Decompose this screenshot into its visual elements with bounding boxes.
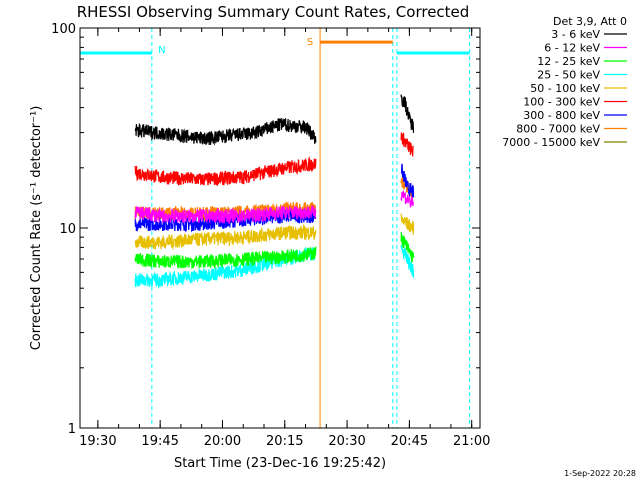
legend-label: 25 - 50 keV bbox=[537, 69, 600, 82]
legend-label: 12 - 25 keV bbox=[537, 55, 600, 68]
series-6-12keV-seg0 bbox=[134, 205, 317, 225]
legend-label: 7000 - 15000 keV bbox=[502, 136, 600, 149]
x-axis-label: Start Time (23-Dec-16 19:25:42) bbox=[174, 456, 386, 471]
x-tick-label: 20:45 bbox=[391, 434, 428, 449]
chart-title: RHESSI Observing Summary Count Rates, Co… bbox=[77, 3, 470, 21]
series-50-100keV-seg1 bbox=[400, 213, 415, 235]
legend-title: Det 3,9, Att 0 bbox=[553, 15, 627, 28]
series-100-300keV-seg1 bbox=[400, 132, 414, 157]
series-100-300keV-seg0 bbox=[134, 156, 317, 186]
x-tick-label: 20:00 bbox=[204, 434, 241, 449]
legend-label: 3 - 6 keV bbox=[551, 28, 600, 41]
legend-label: 100 - 300 keV bbox=[523, 96, 600, 109]
flag-label-n: N bbox=[158, 45, 165, 56]
x-tick-label: 20:15 bbox=[266, 434, 303, 449]
x-tick-label: 21:00 bbox=[453, 434, 490, 449]
x-tick-label: 19:30 bbox=[79, 434, 116, 449]
legend-label: 6 - 12 keV bbox=[544, 42, 600, 55]
series-800-7000keV-seg1 bbox=[400, 176, 414, 199]
series-25-50keV-seg1 bbox=[400, 245, 415, 278]
series-50-100keV-seg0 bbox=[134, 223, 317, 251]
plot-area: NS bbox=[79, 28, 471, 428]
flag-label-s: S bbox=[307, 37, 313, 48]
timestamp: 1-Sep-2022 20:28 bbox=[564, 469, 636, 478]
series-12-25keV-seg1 bbox=[400, 231, 415, 263]
axes: 19:30 19:45 20:00 20:15 20:30 20:45 21:00 1 10 10… bbox=[51, 22, 490, 449]
y-tick-label: 100 bbox=[51, 22, 76, 37]
series-3-6keV-seg0 bbox=[134, 118, 317, 146]
legend-label: 300 - 800 keV bbox=[523, 109, 600, 122]
series-300-800keV-seg1 bbox=[400, 163, 415, 198]
x-tick-label: 19:45 bbox=[141, 434, 178, 449]
series-6-12keV-seg1 bbox=[400, 190, 414, 208]
legend-label: 800 - 7000 keV bbox=[516, 123, 600, 136]
x-tick-label: 20:30 bbox=[328, 434, 365, 449]
legend-label: 50 - 100 keV bbox=[530, 82, 600, 95]
series-12-25keV-seg0 bbox=[134, 246, 317, 270]
series-3-6keV-seg1 bbox=[400, 94, 415, 133]
y-tick-label: 1 bbox=[68, 422, 76, 437]
y-axis-label: Corrected Count Rate (s⁻¹ detector⁻¹) bbox=[29, 106, 44, 351]
y-tick-label: 10 bbox=[59, 222, 76, 237]
